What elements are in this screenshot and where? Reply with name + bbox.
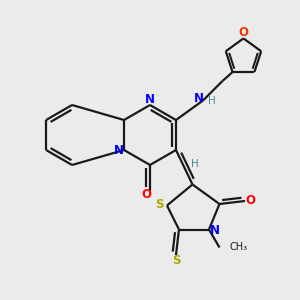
Text: H: H	[208, 95, 215, 106]
Text: N: N	[114, 143, 124, 157]
Text: N: N	[209, 224, 219, 238]
Text: H: H	[191, 159, 199, 169]
Text: S: S	[155, 197, 164, 211]
Text: N: N	[194, 92, 203, 106]
Text: O: O	[238, 26, 248, 40]
Text: N: N	[145, 93, 155, 106]
Text: S: S	[172, 254, 180, 268]
Text: O: O	[245, 194, 255, 208]
Text: CH₃: CH₃	[230, 242, 248, 253]
Text: O: O	[141, 188, 152, 201]
